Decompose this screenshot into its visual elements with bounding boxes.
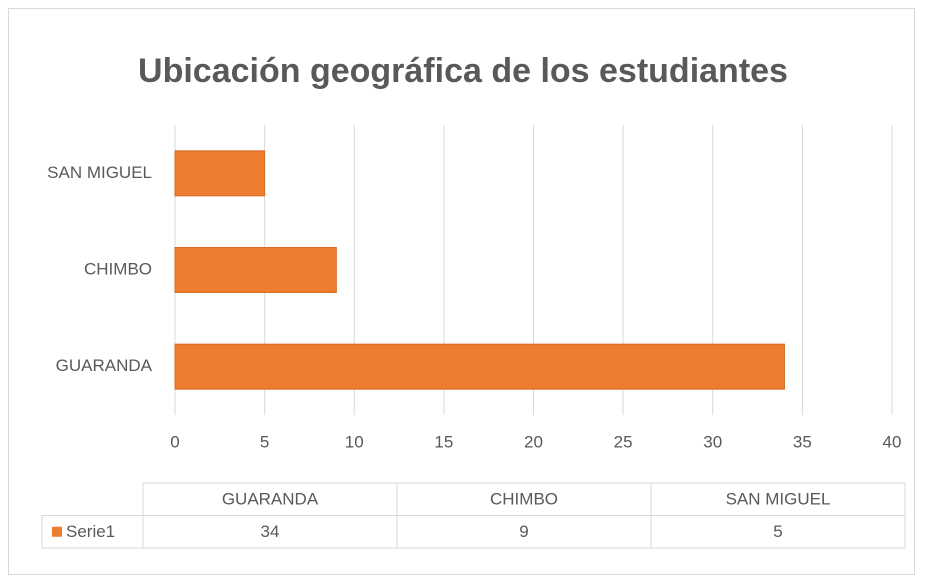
chart-title: Ubicación geográfica de los estudiantes	[138, 52, 788, 90]
chart-border	[8, 8, 915, 575]
x-tick-label: 20	[524, 432, 543, 451]
table-header-label: CHIMBO	[490, 490, 558, 509]
x-tick-label: 5	[260, 432, 269, 451]
x-tick-label: 40	[883, 432, 902, 451]
bar	[174, 247, 337, 293]
x-tick-label: 10	[345, 432, 364, 451]
bar	[174, 343, 785, 390]
table-header-label: SAN MIGUEL	[726, 490, 831, 509]
table-row	[41, 515, 906, 549]
table-value: 5	[773, 522, 782, 541]
x-tick-label: 30	[703, 432, 722, 451]
y-tick-label: GUARANDA	[56, 356, 153, 375]
table-value: 34	[261, 522, 280, 541]
bar	[174, 150, 266, 197]
legend-label: Serie1	[66, 522, 115, 541]
x-tick-label: 0	[170, 432, 179, 451]
y-tick-label: CHIMBO	[84, 259, 152, 278]
legend-key	[52, 526, 62, 537]
table-value: 9	[519, 522, 528, 541]
x-tick-label: 35	[793, 432, 812, 451]
y-tick-label: SAN MIGUEL	[47, 163, 152, 182]
table-header-label: GUARANDA	[222, 490, 319, 509]
x-tick-label: 15	[434, 432, 453, 451]
x-tick-label: 25	[614, 432, 633, 451]
